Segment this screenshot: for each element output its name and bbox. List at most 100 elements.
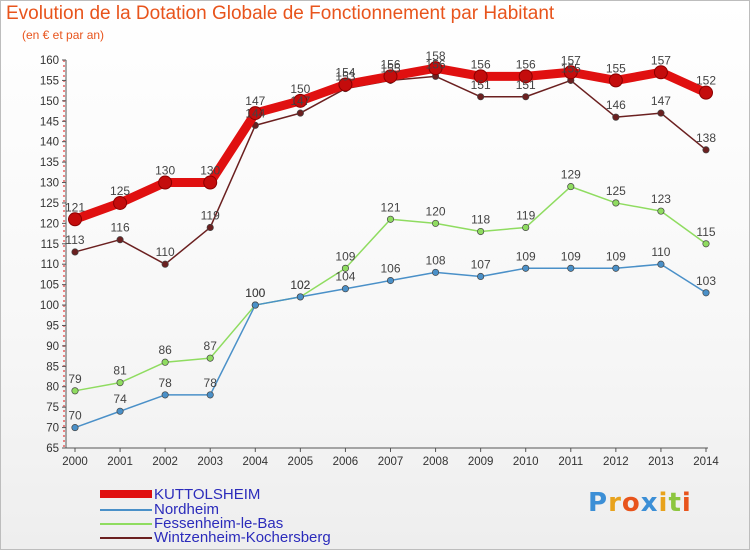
data-point: [338, 77, 353, 92]
data-point: [522, 93, 530, 101]
y-tick-label: 140: [40, 137, 59, 149]
y-tick-label: 125: [40, 198, 59, 210]
proxiti-logo: Proxiti: [588, 488, 692, 518]
data-label: 151: [516, 78, 536, 92]
data-point: [657, 260, 665, 268]
y-tick-label: 65: [46, 443, 59, 455]
data-point: [293, 93, 308, 108]
data-point: [206, 223, 214, 232]
data-point: [203, 175, 218, 190]
data-label: 123: [651, 192, 671, 206]
data-point: [71, 387, 79, 395]
data-label: 86: [158, 343, 172, 357]
data-label: 155: [380, 61, 400, 75]
y-tick-label: 105: [40, 280, 59, 292]
data-label: 144: [245, 106, 265, 120]
data-label: 70: [68, 409, 82, 423]
x-tick-label: 2005: [288, 456, 314, 468]
data-label: 125: [110, 184, 130, 198]
data-label: 151: [471, 78, 491, 92]
data-point: [386, 276, 395, 285]
logo-letter: o: [621, 488, 641, 518]
data-point: [702, 146, 710, 154]
logo-letter: i: [658, 488, 669, 518]
data-label: 104: [335, 270, 355, 284]
data-label: 78: [204, 376, 218, 390]
data-label: 121: [65, 200, 85, 214]
data-point: [71, 424, 79, 432]
data-label: 147: [290, 94, 310, 108]
data-label: 153: [335, 70, 355, 84]
y-tick-label: 150: [40, 96, 59, 108]
x-tick-label: 2008: [423, 456, 449, 468]
logo-letter: i: [681, 488, 692, 518]
data-label: 115: [696, 225, 715, 239]
data-point: [608, 73, 623, 88]
x-tick-label: 2009: [468, 456, 494, 468]
data-label: 113: [65, 233, 84, 247]
data-label: 100: [245, 286, 265, 300]
data-label: 150: [290, 82, 310, 96]
data-point: [657, 109, 665, 117]
data-label: 156: [516, 57, 536, 71]
data-label: 156: [380, 57, 400, 71]
data-label: 147: [651, 94, 671, 108]
data-point: [251, 301, 259, 309]
data-point: [206, 354, 214, 362]
legend-label-wintzenheim-kochersberg: Wintzenheim-Kochersberg: [154, 529, 331, 546]
legend-swatch-kuttolsheim: [100, 490, 152, 498]
data-point: [161, 391, 169, 399]
chart-subtitle: (en € et par an): [22, 28, 105, 42]
data-label: 154: [335, 66, 355, 80]
legend-swatch-nordheim: [100, 509, 152, 511]
y-tick-label: 115: [41, 239, 59, 251]
data-point: [113, 195, 128, 210]
data-point: [206, 391, 214, 399]
x-tick-label: 2012: [603, 456, 629, 468]
data-point: [296, 109, 304, 117]
data-label: 147: [245, 94, 265, 108]
data-label: 78: [158, 376, 172, 390]
data-point: [567, 264, 575, 272]
data-point: [116, 407, 124, 415]
data-point: [563, 65, 578, 80]
data-label: 146: [606, 98, 626, 112]
data-label: 102: [290, 278, 310, 292]
data-label: 107: [471, 257, 491, 271]
data-label: 109: [335, 249, 355, 263]
data-point: [477, 93, 485, 101]
x-tick-label: 2013: [648, 456, 674, 468]
data-point: [383, 69, 398, 84]
data-point: [612, 113, 620, 121]
y-tick-label: 80: [46, 382, 59, 394]
x-tick-label: 2014: [693, 456, 719, 468]
data-point: [116, 379, 124, 387]
data-point: [567, 183, 575, 191]
data-label: 109: [606, 249, 626, 263]
data-point: [612, 199, 620, 207]
data-label: 100: [245, 286, 265, 300]
data-point: [612, 264, 620, 272]
data-point: [71, 248, 79, 256]
data-point: [702, 240, 710, 248]
data-label: 118: [471, 213, 490, 227]
x-tick-label: 2001: [107, 456, 133, 468]
data-label: 120: [426, 204, 446, 218]
data-point: [161, 358, 169, 366]
data-point: [428, 61, 443, 76]
x-tick-label: 2003: [197, 456, 223, 468]
data-label: 125: [606, 184, 626, 198]
data-point: [296, 293, 304, 301]
y-tick-label: 90: [46, 341, 59, 353]
x-tick-label: 2000: [62, 456, 88, 468]
data-label: 119: [516, 208, 535, 222]
data-point: [432, 219, 440, 227]
legend-swatch-wintzenheim-kochersberg: [100, 537, 152, 539]
y-tick-label: 135: [40, 157, 59, 169]
data-label: 155: [606, 61, 626, 75]
logo-letter: P: [588, 488, 609, 518]
data-label: 158: [426, 49, 446, 63]
